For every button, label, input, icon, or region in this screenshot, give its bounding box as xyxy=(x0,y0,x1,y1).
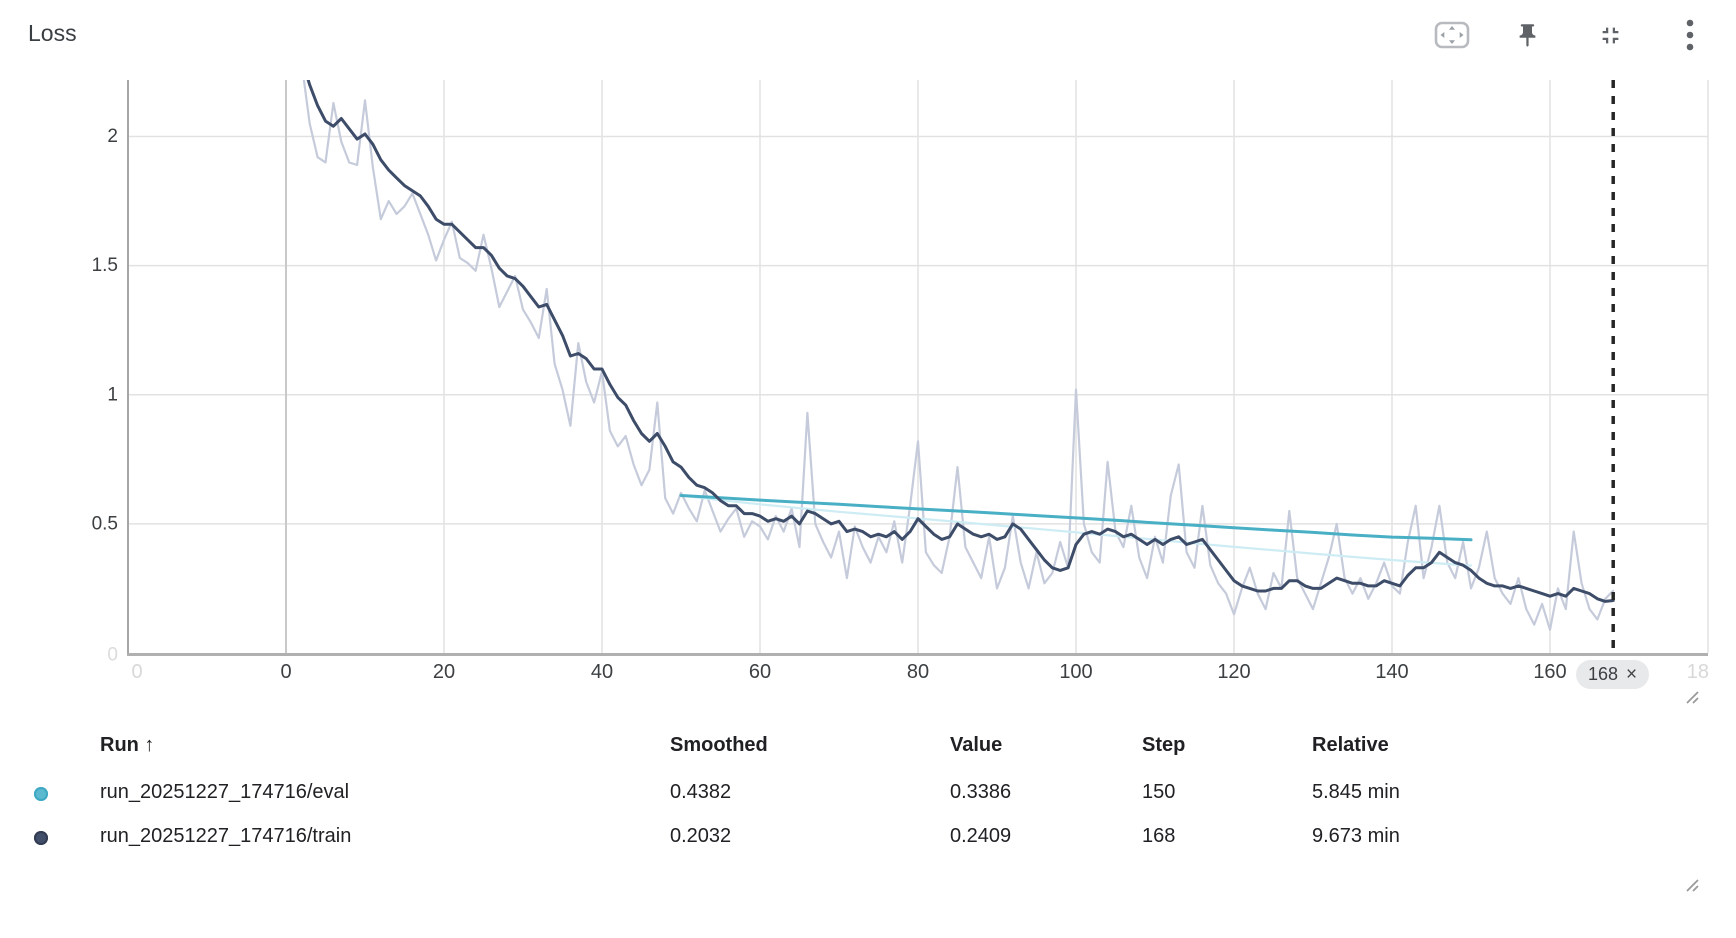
kebab-menu-icon xyxy=(1686,19,1694,51)
x-tick-label: 140 xyxy=(1375,661,1408,683)
step-val: 150 xyxy=(1142,781,1176,803)
y-edge-label-bottom: 0 xyxy=(107,645,118,666)
collapse-icon xyxy=(1602,27,1618,43)
column-header-smoothed[interactable]: Smoothed xyxy=(670,734,768,756)
x-tick-label: 40 xyxy=(591,661,613,683)
smoothed-val: 0.4382 xyxy=(670,781,732,803)
x-tick-label: 80 xyxy=(907,661,929,683)
x-edge-label-left: 0 xyxy=(131,661,142,683)
relative-val: 5.845 min xyxy=(1312,781,1400,803)
smoothed-val: 0.2032 xyxy=(670,825,732,847)
column-header-run[interactable]: Run ↑ xyxy=(100,734,155,756)
chart-title: Loss xyxy=(28,20,77,46)
y-tick-label: 0.5 xyxy=(92,513,118,534)
series-line-train-smoothed xyxy=(306,80,1615,603)
run-color-dot xyxy=(34,831,48,845)
x-tick-label: 160 xyxy=(1533,661,1566,683)
step-selector-pill[interactable]: 168 × xyxy=(1576,660,1650,689)
close-icon[interactable]: × xyxy=(1626,664,1638,685)
y-tick-label: 1 xyxy=(107,384,118,405)
pin-icon xyxy=(1519,23,1535,47)
x-tick-label: 60 xyxy=(749,661,771,683)
run-color-dot xyxy=(34,787,48,801)
x-tick-label: 120 xyxy=(1217,661,1250,683)
value-val: 0.2409 xyxy=(950,825,1012,847)
x-tick-label: 20 xyxy=(433,661,455,683)
step-val: 168 xyxy=(1142,825,1176,847)
run-name: run_20251227_174716/train xyxy=(100,825,352,847)
x-edge-label-right: 18 xyxy=(1687,661,1709,683)
pin-button[interactable] xyxy=(1505,13,1549,57)
x-tick-label: 100 xyxy=(1059,661,1092,683)
y-tick-label: 2 xyxy=(107,126,118,147)
x-tick-label: 0 xyxy=(280,661,291,683)
chart-resize-handle[interactable] xyxy=(1686,691,1699,704)
column-header-step[interactable]: Step xyxy=(1142,734,1186,756)
column-header-relative[interactable]: Relative xyxy=(1312,734,1389,756)
collapse-card-button[interactable] xyxy=(1588,13,1632,57)
more-options-button[interactable] xyxy=(1668,13,1712,57)
pan-view-button[interactable] xyxy=(1430,13,1474,57)
run-name: run_20251227_174716/eval xyxy=(100,781,350,803)
value-val: 0.3386 xyxy=(950,781,1012,803)
column-header-value[interactable]: Value xyxy=(950,734,1003,756)
series-line-eval-raw xyxy=(679,494,1473,567)
series-line-eval-smoothed xyxy=(679,494,1473,542)
pan-view-icon xyxy=(1434,21,1470,49)
y-tick-label: 1.5 xyxy=(92,255,118,276)
relative-val: 9.673 min xyxy=(1312,825,1400,847)
card-resize-handle[interactable] xyxy=(1686,879,1699,892)
step-selector-value: 168 xyxy=(1588,664,1619,684)
